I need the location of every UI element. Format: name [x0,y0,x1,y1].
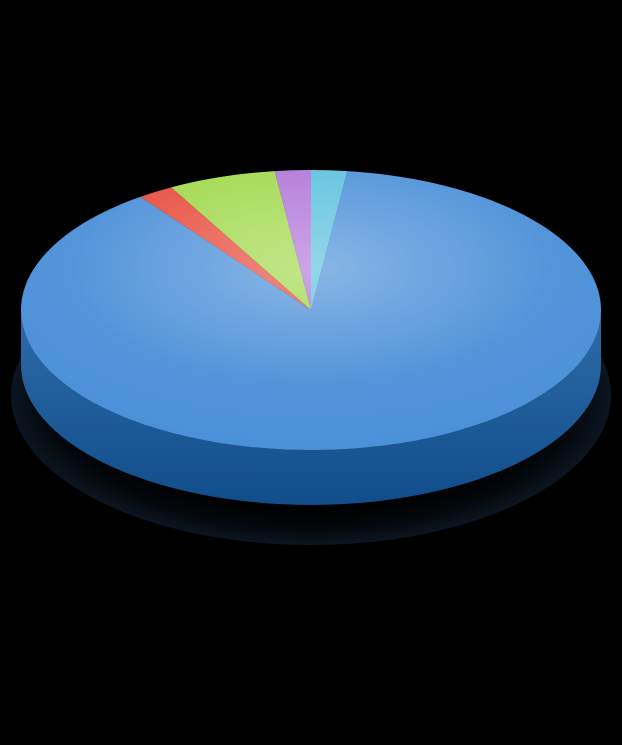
pie-highlight [21,170,601,450]
pie-chart-3d [0,0,622,745]
